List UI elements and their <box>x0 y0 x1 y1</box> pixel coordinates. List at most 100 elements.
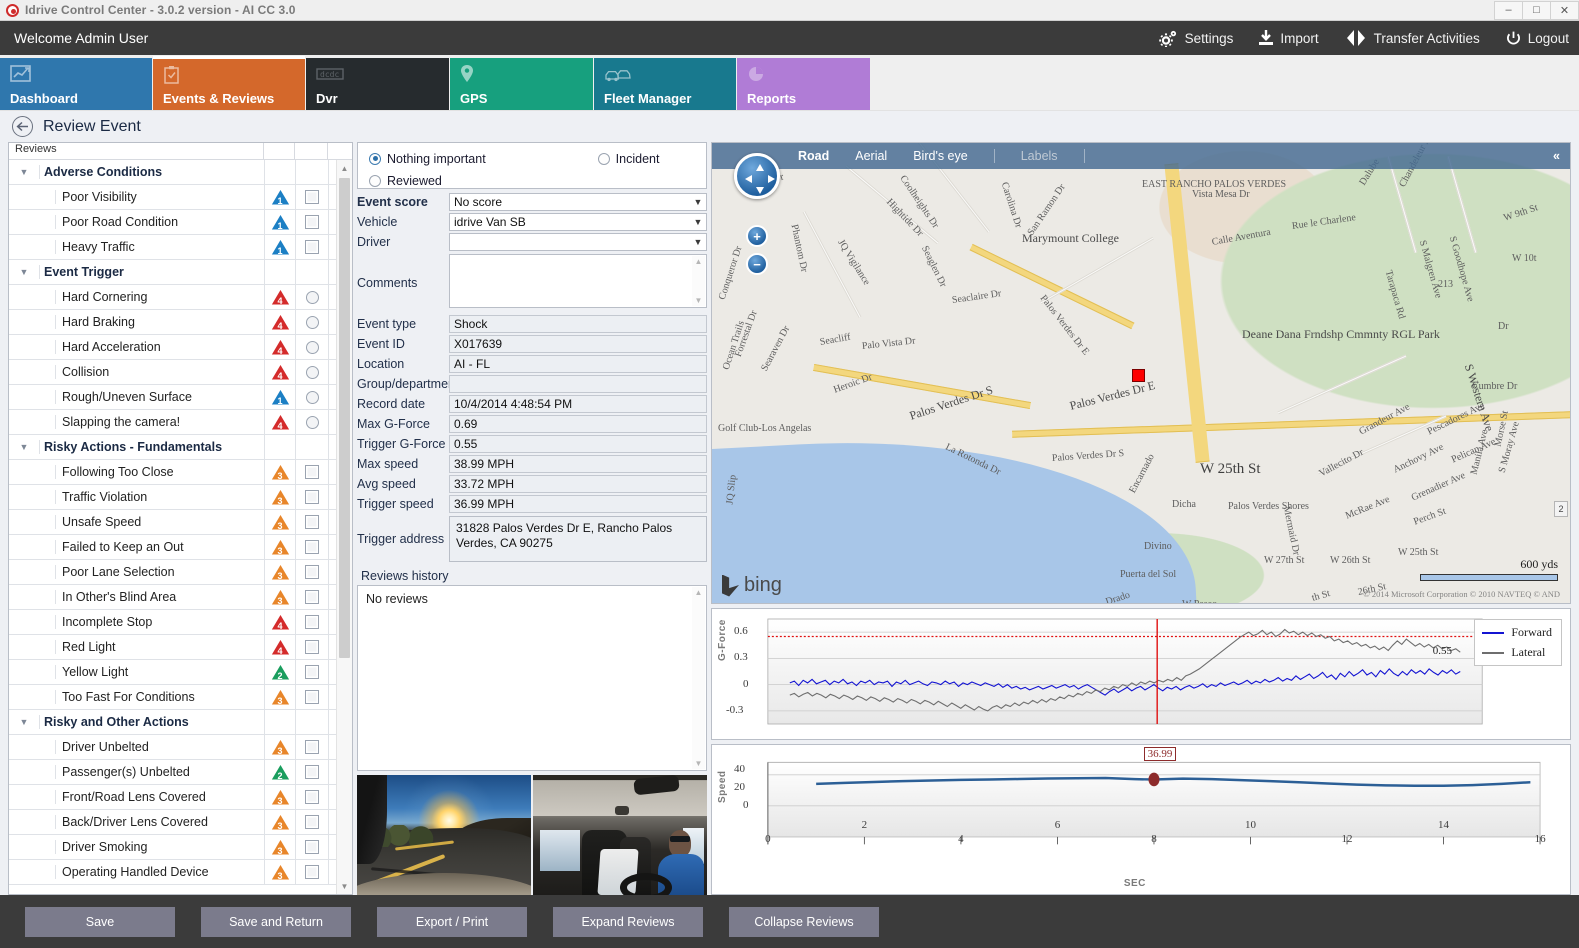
tree-item-row[interactable]: Failed to Keep an Out 3 <box>9 535 352 560</box>
tree-item-row[interactable]: Too Fast For Conditions 3 <box>9 685 352 710</box>
tree-item-row[interactable]: Hard Cornering 4 <box>9 285 352 310</box>
tree-item-row[interactable]: Traffic Violation 3 <box>9 485 352 510</box>
driver-select[interactable]: ▼ <box>449 233 707 251</box>
tree-item-row[interactable]: Passenger(s) Unbelted 2 <box>9 760 352 785</box>
tree-item-row[interactable]: Poor Visibility 1 <box>9 185 352 210</box>
nav-tab-events-reviews[interactable]: Events & Reviews <box>153 56 305 111</box>
selection-cell[interactable] <box>295 610 328 634</box>
checkbox-icon[interactable] <box>305 765 319 779</box>
back-arrow-icon[interactable] <box>12 116 33 137</box>
event-location-marker[interactable] <box>1132 369 1145 382</box>
road-camera-thumbnail[interactable] <box>357 775 531 895</box>
nav-tab-dashboard[interactable]: Dashboard <box>0 58 152 111</box>
selection-cell[interactable] <box>295 210 328 234</box>
checkbox-icon[interactable] <box>305 615 319 629</box>
selection-cell[interactable] <box>295 460 328 484</box>
transfer-activities-button[interactable]: Transfer Activities <box>1345 30 1480 46</box>
tree-item-row[interactable]: Rough/Uneven Surface 1 <box>9 385 352 410</box>
chevron-down-icon[interactable]: ▼ <box>19 267 29 277</box>
selection-cell[interactable] <box>295 235 328 259</box>
chevron-down-icon[interactable]: ▼ <box>693 197 703 207</box>
radio-icon[interactable] <box>305 365 319 379</box>
status-option-nothing-important[interactable]: Nothing important <box>369 152 486 166</box>
checkbox-icon[interactable] <box>305 865 319 879</box>
expand-reviews-button[interactable]: Expand Reviews <box>553 906 703 937</box>
tree-item-row[interactable]: Unsafe Speed 3 <box>9 510 352 535</box>
chevron-down-icon[interactable]: ▼ <box>19 167 29 177</box>
radio-icon[interactable] <box>305 415 319 429</box>
selection-cell[interactable] <box>295 685 328 709</box>
save-button[interactable]: Save <box>25 906 175 937</box>
chevron-down-icon[interactable]: ▼ <box>693 217 703 227</box>
checkbox-icon[interactable] <box>305 540 319 554</box>
checkbox-icon[interactable] <box>305 815 319 829</box>
map-zoom-in-button[interactable]: + <box>746 225 768 247</box>
nav-tab-dvr[interactable]: dcdc Dvr <box>306 58 449 111</box>
tree-group-row[interactable]: ▼ Event Trigger <box>9 260 352 285</box>
driver-camera-thumbnail[interactable] <box>533 775 707 895</box>
map-mode-road[interactable]: Road <box>798 149 830 163</box>
nav-tab-fleet-manager[interactable]: Fleet Manager <box>594 58 736 111</box>
minimize-button[interactable]: – <box>1494 0 1523 20</box>
checkbox-icon[interactable] <box>305 640 319 654</box>
settings-button[interactable]: Settings <box>1158 30 1233 47</box>
speed-chart[interactable]: Speed SEC 40 20 0 0 2 4 6 8 10 12 14 16 36.99 <box>711 744 1571 895</box>
tree-item-row[interactable]: Driver Unbelted 3 <box>9 735 352 760</box>
checkbox-icon[interactable] <box>305 515 319 529</box>
selection-cell[interactable] <box>295 635 328 659</box>
tree-item-row[interactable]: Collision 4 <box>9 360 352 385</box>
selection-cell[interactable] <box>295 410 328 434</box>
status-option-incident[interactable]: Incident <box>597 152 659 166</box>
checkbox-icon[interactable] <box>305 215 319 229</box>
radio-icon[interactable] <box>305 290 319 304</box>
tree-item-row[interactable]: Following Too Close 3 <box>9 460 352 485</box>
comments-scrollbar[interactable]: ▲ ▼ <box>692 256 705 306</box>
scroll-up-arrow[interactable]: ▲ <box>340 163 349 173</box>
g-force-chart[interactable]: G-Force 0.6 0.3 0 -0.3 0.55 Forward Late… <box>711 608 1571 740</box>
map-zoom-out-button[interactable]: − <box>746 253 768 275</box>
radio-icon[interactable] <box>305 390 319 404</box>
chevron-down-icon[interactable]: ▼ <box>19 717 29 727</box>
tree-group-row[interactable]: ▼ Risky and Other Actions <box>9 710 352 735</box>
checkbox-icon[interactable] <box>305 590 319 604</box>
selection-cell[interactable] <box>295 185 328 209</box>
checkbox-icon[interactable] <box>305 565 319 579</box>
chevron-down-icon[interactable]: ▼ <box>19 442 29 452</box>
vehicle-select[interactable]: idrive Van SB ▼ <box>449 213 707 231</box>
selection-cell[interactable] <box>295 485 328 509</box>
reviews-history-box[interactable]: No reviews ▲ ▼ <box>357 585 707 771</box>
chevron-down-icon[interactable]: ▼ <box>693 237 703 247</box>
scroll-down-arrow[interactable]: ▼ <box>340 881 349 891</box>
tree-item-row[interactable]: Slapping the camera! 4 <box>9 410 352 435</box>
close-button[interactable]: ✕ <box>1550 0 1579 20</box>
checkbox-icon[interactable] <box>305 790 319 804</box>
nav-tab-reports[interactable]: Reports <box>737 58 870 111</box>
event-score-select[interactable]: No score ▼ <box>449 193 707 211</box>
tree-item-row[interactable]: Incomplete Stop 4 <box>9 610 352 635</box>
reviews-tree-scrollbar[interactable]: ▲ ▼ <box>336 160 352 894</box>
scrollbar-thumb[interactable] <box>339 178 350 658</box>
map-mode-birds-eye[interactable]: Bird's eye <box>913 149 968 163</box>
tree-item-row[interactable]: Hard Braking 4 <box>9 310 352 335</box>
tree-item-row[interactable]: Driver Smoking 3 <box>9 835 352 860</box>
map-collapse-icon[interactable]: « <box>1553 149 1560 163</box>
map-mode-aerial[interactable]: Aerial <box>855 149 888 163</box>
selection-cell[interactable] <box>295 810 328 834</box>
save-and-return-button[interactable]: Save and Return <box>201 906 351 937</box>
selection-cell[interactable] <box>295 385 328 409</box>
selection-cell[interactable] <box>295 760 328 784</box>
import-button[interactable]: Import <box>1259 30 1319 46</box>
collapse-reviews-button[interactable]: Collapse Reviews <box>729 906 879 937</box>
tree-item-row[interactable]: In Other's Blind Area 3 <box>9 585 352 610</box>
checkbox-icon[interactable] <box>305 465 319 479</box>
tree-group-row[interactable]: ▼ Adverse Conditions <box>9 160 352 185</box>
radio-icon[interactable] <box>305 340 319 354</box>
checkbox-icon[interactable] <box>305 190 319 204</box>
selection-cell[interactable] <box>295 360 328 384</box>
tree-item-row[interactable]: Poor Road Condition 1 <box>9 210 352 235</box>
map-mode-labels[interactable]: Labels <box>1020 149 1058 163</box>
reviews-tree-body[interactable]: ▼ Adverse Conditions Poor Visibility 1 P… <box>9 160 352 894</box>
checkbox-icon[interactable] <box>305 690 319 704</box>
checkbox-icon[interactable] <box>305 240 319 254</box>
